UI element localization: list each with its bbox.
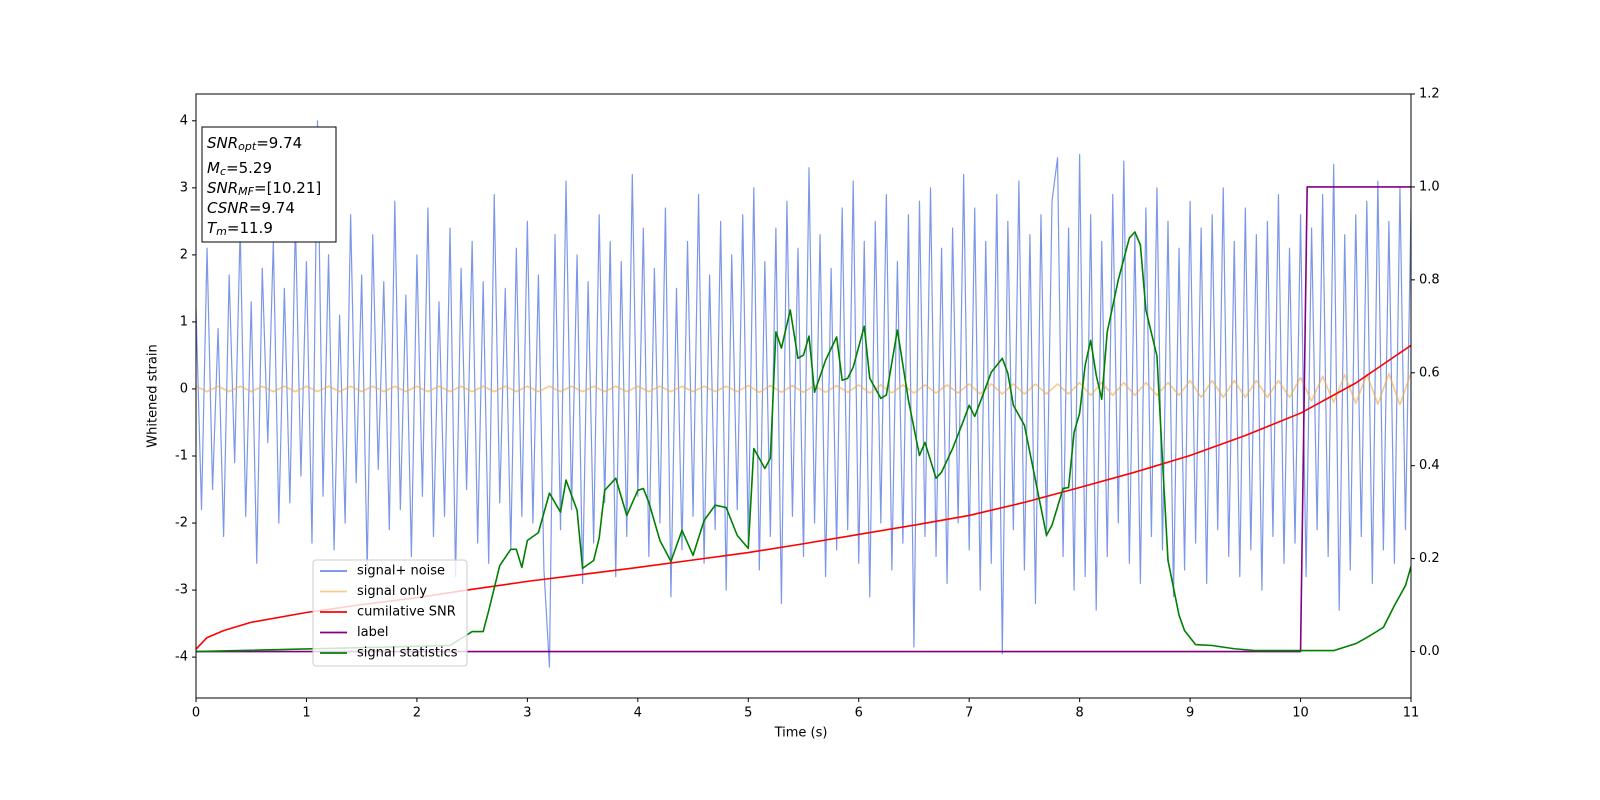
y-tick-label: 0	[180, 381, 188, 396]
legend-label: cumilative SNR	[357, 605, 456, 620]
series-line	[196, 231, 1411, 653]
annotation-sub: m	[216, 225, 227, 238]
y-axis-label: Whitened strain	[146, 344, 161, 447]
x-tick-label: 7	[965, 706, 973, 721]
legend-label: signal+ noise	[357, 564, 445, 579]
annotation-base: CSNR	[207, 199, 249, 217]
x-tick-label: 3	[523, 706, 531, 721]
annotation-line: SNRopt=9.74	[207, 134, 302, 154]
y-tick-label: -2	[175, 516, 188, 531]
annotation-value: =9.74	[256, 134, 302, 152]
plot-area	[196, 120, 1411, 668]
x-tick-label: 4	[634, 706, 642, 721]
legend: signal+ noise signal only cumilative SNR la…	[312, 559, 468, 667]
y2-tick-label: 0.2	[1419, 551, 1440, 566]
y-tick-label: 3	[180, 180, 188, 195]
y2-tick-label: 1.0	[1419, 179, 1440, 194]
y2-tick-label: 0.8	[1419, 272, 1440, 287]
annotation-line: CSNR=9.74	[207, 199, 295, 217]
y-tick-label: -3	[175, 583, 188, 598]
series-line	[196, 344, 1411, 650]
x-tick-label: 5	[744, 706, 752, 721]
x-tick-label: 9	[1186, 706, 1194, 721]
y2-tick-label: 1.2	[1419, 87, 1440, 102]
annotation-base: M	[207, 159, 220, 177]
annotation-value: =11.9	[227, 219, 273, 237]
annotation-sub: opt	[238, 140, 257, 153]
y-tick-label: 1	[180, 314, 188, 329]
legend-label: signal statistics	[357, 646, 458, 661]
annotation-value: =9.74	[249, 199, 295, 217]
plot-frame	[195, 93, 1412, 699]
series-line	[196, 372, 1411, 406]
annotation-sub: MF	[238, 185, 254, 198]
legend-label: signal only	[357, 584, 427, 599]
annotation-base: SNR	[207, 179, 238, 197]
annotation-value: =[10.21]	[254, 179, 321, 197]
x-tick-label: 10	[1292, 706, 1309, 721]
annotation-line: Tm=11.9	[207, 219, 273, 239]
annotation-line: Mc=5.29	[207, 159, 272, 179]
annotation-frame	[201, 126, 337, 243]
legend-label: label	[357, 625, 388, 640]
series-line	[196, 120, 1411, 668]
x-tick-label: 8	[1075, 706, 1083, 721]
y-tick-label: 2	[180, 247, 188, 262]
y2-tick-label: 0.0	[1419, 644, 1440, 659]
y2-tick-label: 0.6	[1419, 365, 1440, 380]
series-line	[196, 186, 1411, 653]
annotation-base: T	[207, 219, 218, 237]
x-tick-label: 0	[192, 706, 200, 721]
x-tick-label: 2	[413, 706, 421, 721]
annotation-sub: c	[220, 165, 226, 178]
y-tick-label: -1	[175, 448, 188, 463]
y-tick-label: -4	[175, 650, 188, 665]
annotation-base: SNR	[207, 134, 238, 152]
annotation-line: SNRMF=[10.21]	[207, 179, 321, 199]
annotation-box: SNRopt=9.74Mc=5.29SNRMF=[10.21]CSNR=9.74…	[201, 126, 337, 243]
x-tick-label: 6	[855, 706, 863, 721]
y2-tick-label: 0.4	[1419, 458, 1440, 473]
x-axis-label: Time (s)	[774, 726, 828, 741]
annotation-value: =5.29	[226, 159, 272, 177]
x-tick-label: 11	[1403, 706, 1420, 721]
legend-frame	[312, 559, 468, 667]
y-tick-label: 4	[180, 113, 188, 128]
x-tick-label: 1	[302, 706, 310, 721]
